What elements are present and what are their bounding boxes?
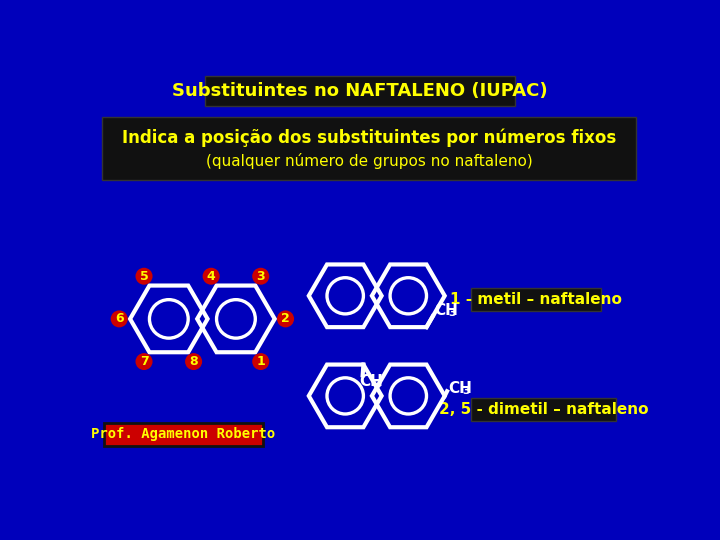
Text: 2: 2: [281, 313, 290, 326]
FancyBboxPatch shape: [471, 398, 616, 421]
FancyBboxPatch shape: [204, 76, 515, 106]
Circle shape: [252, 268, 269, 285]
Text: 1: 1: [256, 355, 265, 368]
Text: Indica a posição dos substituintes por números fixos: Indica a posição dos substituintes por n…: [122, 129, 616, 147]
Text: 3: 3: [374, 380, 381, 389]
Text: 3: 3: [462, 386, 470, 396]
Circle shape: [202, 268, 220, 285]
Circle shape: [135, 353, 153, 370]
Text: Prof. Agamenon Roberto: Prof. Agamenon Roberto: [91, 427, 276, 441]
FancyBboxPatch shape: [471, 288, 600, 311]
Text: CH: CH: [449, 381, 472, 396]
Text: Substituintes no NAFTALENO (IUPAC): Substituintes no NAFTALENO (IUPAC): [172, 82, 547, 100]
Text: 3: 3: [256, 269, 265, 283]
Text: 5: 5: [140, 269, 148, 283]
Text: 7: 7: [140, 355, 148, 368]
Circle shape: [277, 310, 294, 327]
Text: 2, 5 - dimetil – naftaleno: 2, 5 - dimetil – naftaleno: [438, 402, 648, 417]
Text: (qualquer número de grupos no naftaleno): (qualquer número de grupos no naftaleno): [206, 153, 532, 169]
Text: CH: CH: [359, 374, 384, 389]
Text: 4: 4: [207, 269, 215, 283]
Text: 1 - metil – naftaleno: 1 - metil – naftaleno: [450, 292, 621, 307]
Circle shape: [252, 353, 269, 370]
Text: 3: 3: [449, 308, 456, 318]
FancyBboxPatch shape: [104, 423, 263, 446]
Circle shape: [111, 310, 127, 327]
Text: 8: 8: [189, 355, 198, 368]
FancyBboxPatch shape: [102, 117, 636, 180]
Text: CH: CH: [434, 303, 458, 318]
Text: 6: 6: [115, 313, 124, 326]
Circle shape: [185, 353, 202, 370]
Circle shape: [135, 268, 153, 285]
